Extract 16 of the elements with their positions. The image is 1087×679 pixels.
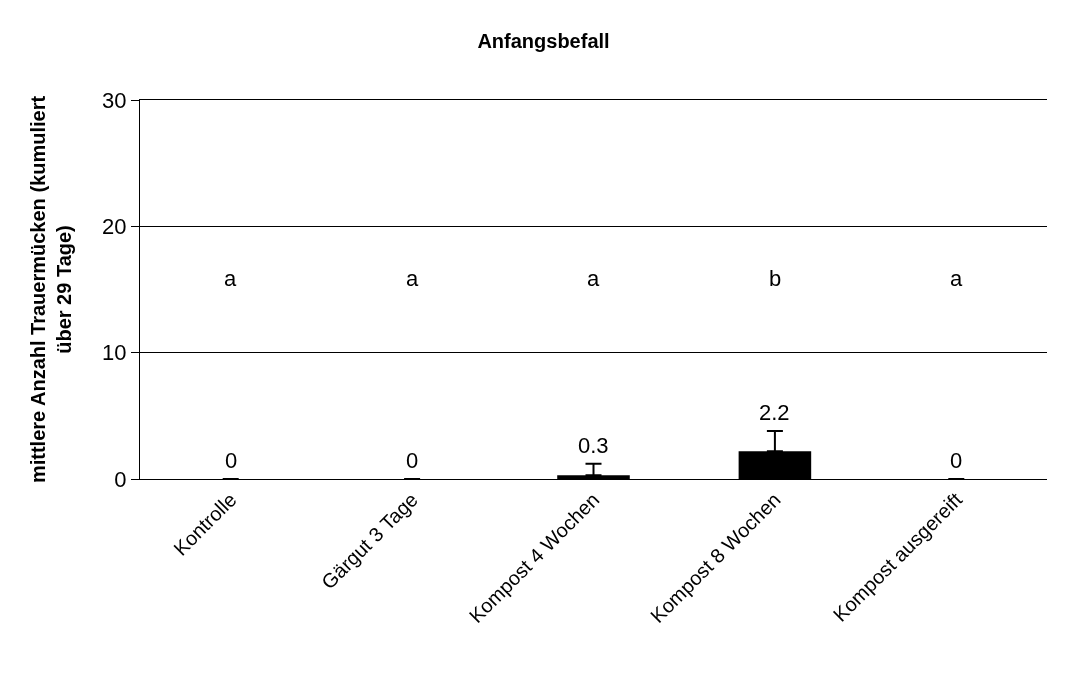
data-label: 0 xyxy=(225,448,238,473)
annotation: a xyxy=(224,266,237,291)
chart-title: Anfangsbefall xyxy=(477,29,610,52)
y-tick-label: 10 xyxy=(102,340,127,366)
annotation: a xyxy=(587,266,600,291)
data-label: 0 xyxy=(950,448,963,473)
annotation: b xyxy=(769,266,782,291)
y-tick-label: 0 xyxy=(114,466,127,492)
y-axis-title: mittlere Anzahl Trauermücken (kumuliert über 29 Tage) xyxy=(26,95,75,484)
y-tick-label: 30 xyxy=(102,87,127,113)
data-label: 0 xyxy=(406,448,419,473)
data-label: 2.2 xyxy=(759,400,790,425)
y-tick-label: 20 xyxy=(102,214,127,240)
data-label: 0.3 xyxy=(578,433,609,458)
annotation: a xyxy=(406,266,419,291)
annotation: a xyxy=(950,266,963,291)
